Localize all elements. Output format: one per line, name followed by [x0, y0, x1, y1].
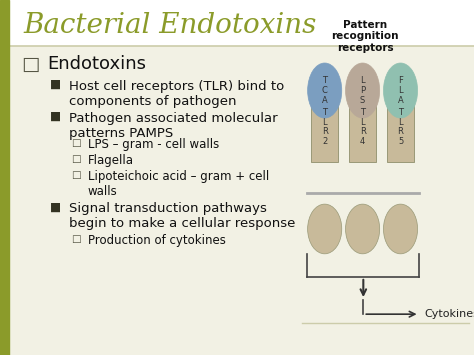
Text: ■: ■ [50, 110, 61, 123]
Text: Bacterial Endotoxins: Bacterial Endotoxins [24, 12, 317, 39]
Bar [9, 0, 474, 46]
Ellipse shape [346, 204, 380, 254]
FancyBboxPatch shape [311, 92, 338, 162]
Text: LPS – gram - cell walls: LPS – gram - cell walls [88, 138, 219, 152]
Text: T
L
R
5: T L R 5 [398, 108, 403, 146]
Text: ■: ■ [50, 78, 61, 91]
Text: Lipoteichoic acid – gram + cell
walls: Lipoteichoic acid – gram + cell walls [88, 170, 269, 198]
Ellipse shape [308, 204, 342, 254]
Text: Cytokines: Cytokines [424, 309, 474, 319]
Text: Pattern
recognition
receptors: Pattern recognition receptors [331, 20, 399, 53]
Text: T
C
A: T C A [322, 76, 328, 105]
FancyBboxPatch shape [349, 92, 376, 162]
Text: □: □ [21, 55, 40, 74]
Text: F
L
A: F L A [398, 76, 403, 105]
FancyBboxPatch shape [387, 92, 414, 162]
Text: □: □ [71, 234, 81, 244]
Text: T
L
R
4: T L R 4 [360, 108, 365, 146]
Text: □: □ [71, 138, 81, 148]
Text: T
L
R
2: T L R 2 [322, 108, 328, 146]
Bar [0, 0, 9, 355]
Text: Host cell receptors (TLR) bind to
components of pathogen: Host cell receptors (TLR) bind to compon… [69, 80, 284, 108]
Ellipse shape [383, 204, 418, 254]
Ellipse shape [383, 63, 418, 118]
Text: Endotoxins: Endotoxins [47, 55, 146, 73]
Text: □: □ [71, 154, 81, 164]
Text: Pathogen associated molecular
patterns PAMPS: Pathogen associated molecular patterns P… [69, 112, 277, 140]
Text: L
P
S: L P S [360, 76, 365, 105]
Ellipse shape [346, 63, 380, 118]
Ellipse shape [308, 63, 342, 118]
Text: Signal transduction pathways
begin to make a cellular response: Signal transduction pathways begin to ma… [69, 202, 295, 230]
Text: Production of cytokines: Production of cytokines [88, 234, 226, 247]
Text: Flagella: Flagella [88, 154, 134, 168]
Bar [9, 46, 474, 355]
Text: □: □ [71, 170, 81, 180]
Text: ■: ■ [50, 201, 61, 214]
